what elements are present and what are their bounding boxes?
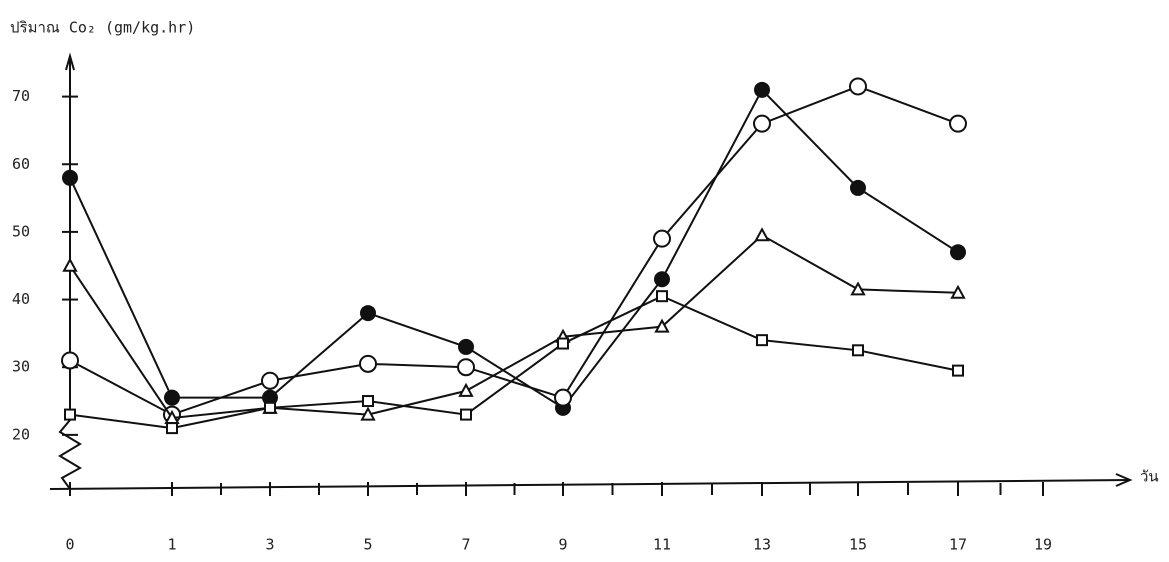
point bbox=[460, 408, 472, 421]
x-tick-label: 3 bbox=[265, 536, 274, 554]
x-tick-label: 17 bbox=[949, 536, 967, 554]
point bbox=[360, 305, 376, 322]
point bbox=[61, 351, 79, 370]
point bbox=[264, 401, 276, 414]
y-tick-label: 50 bbox=[12, 222, 30, 240]
point bbox=[654, 318, 670, 333]
x-tick-label: 15 bbox=[849, 536, 867, 554]
point bbox=[64, 408, 76, 421]
point bbox=[754, 227, 770, 242]
x-axis bbox=[49, 479, 1131, 490]
point bbox=[850, 179, 866, 196]
point bbox=[754, 81, 770, 98]
point bbox=[359, 354, 377, 373]
y-tick-label: 20 bbox=[12, 425, 30, 443]
x-tick-label: 11 bbox=[653, 536, 671, 554]
x-tick-label: 0 bbox=[65, 536, 74, 554]
y-tick-label: 30 bbox=[12, 358, 30, 376]
point bbox=[458, 382, 474, 397]
y-tick-label: 70 bbox=[12, 87, 30, 105]
point bbox=[62, 169, 78, 186]
x-tick-label: 1 bbox=[167, 536, 176, 554]
point bbox=[950, 244, 966, 261]
x-tick-label: 13 bbox=[753, 536, 771, 554]
series-line bbox=[69, 234, 959, 420]
x-axis-label: วัน bbox=[1140, 468, 1159, 486]
point bbox=[62, 257, 78, 272]
point bbox=[656, 290, 668, 303]
x-tick-label: 7 bbox=[461, 536, 470, 554]
point bbox=[261, 371, 279, 390]
point bbox=[952, 364, 964, 377]
point bbox=[850, 281, 866, 296]
point bbox=[753, 114, 771, 133]
y-axis-label: ปริมาณ Co₂ (gm/kg.hr) bbox=[10, 19, 195, 37]
point bbox=[653, 229, 671, 248]
series-line bbox=[69, 85, 959, 416]
point bbox=[950, 284, 966, 299]
point bbox=[164, 389, 180, 406]
point bbox=[849, 77, 867, 96]
point bbox=[654, 271, 670, 288]
point bbox=[949, 114, 967, 133]
point bbox=[756, 334, 768, 347]
point bbox=[554, 388, 572, 407]
point bbox=[557, 337, 569, 350]
x-tick-label: 9 bbox=[558, 536, 567, 554]
point bbox=[457, 358, 475, 377]
point bbox=[166, 422, 178, 435]
series-line bbox=[69, 88, 959, 410]
series-line bbox=[69, 295, 959, 430]
y-tick-label: 40 bbox=[12, 290, 30, 308]
x-tick-label: 19 bbox=[1034, 536, 1052, 554]
x-axis-arrow bbox=[1115, 473, 1133, 487]
y-axis bbox=[58, 56, 82, 490]
x-tick-label: 5 bbox=[363, 536, 372, 554]
point bbox=[852, 344, 864, 357]
point bbox=[360, 406, 376, 421]
point bbox=[458, 338, 474, 355]
y-axis-arrow bbox=[65, 52, 75, 71]
point bbox=[362, 395, 374, 408]
y-tick-label: 60 bbox=[12, 155, 30, 173]
